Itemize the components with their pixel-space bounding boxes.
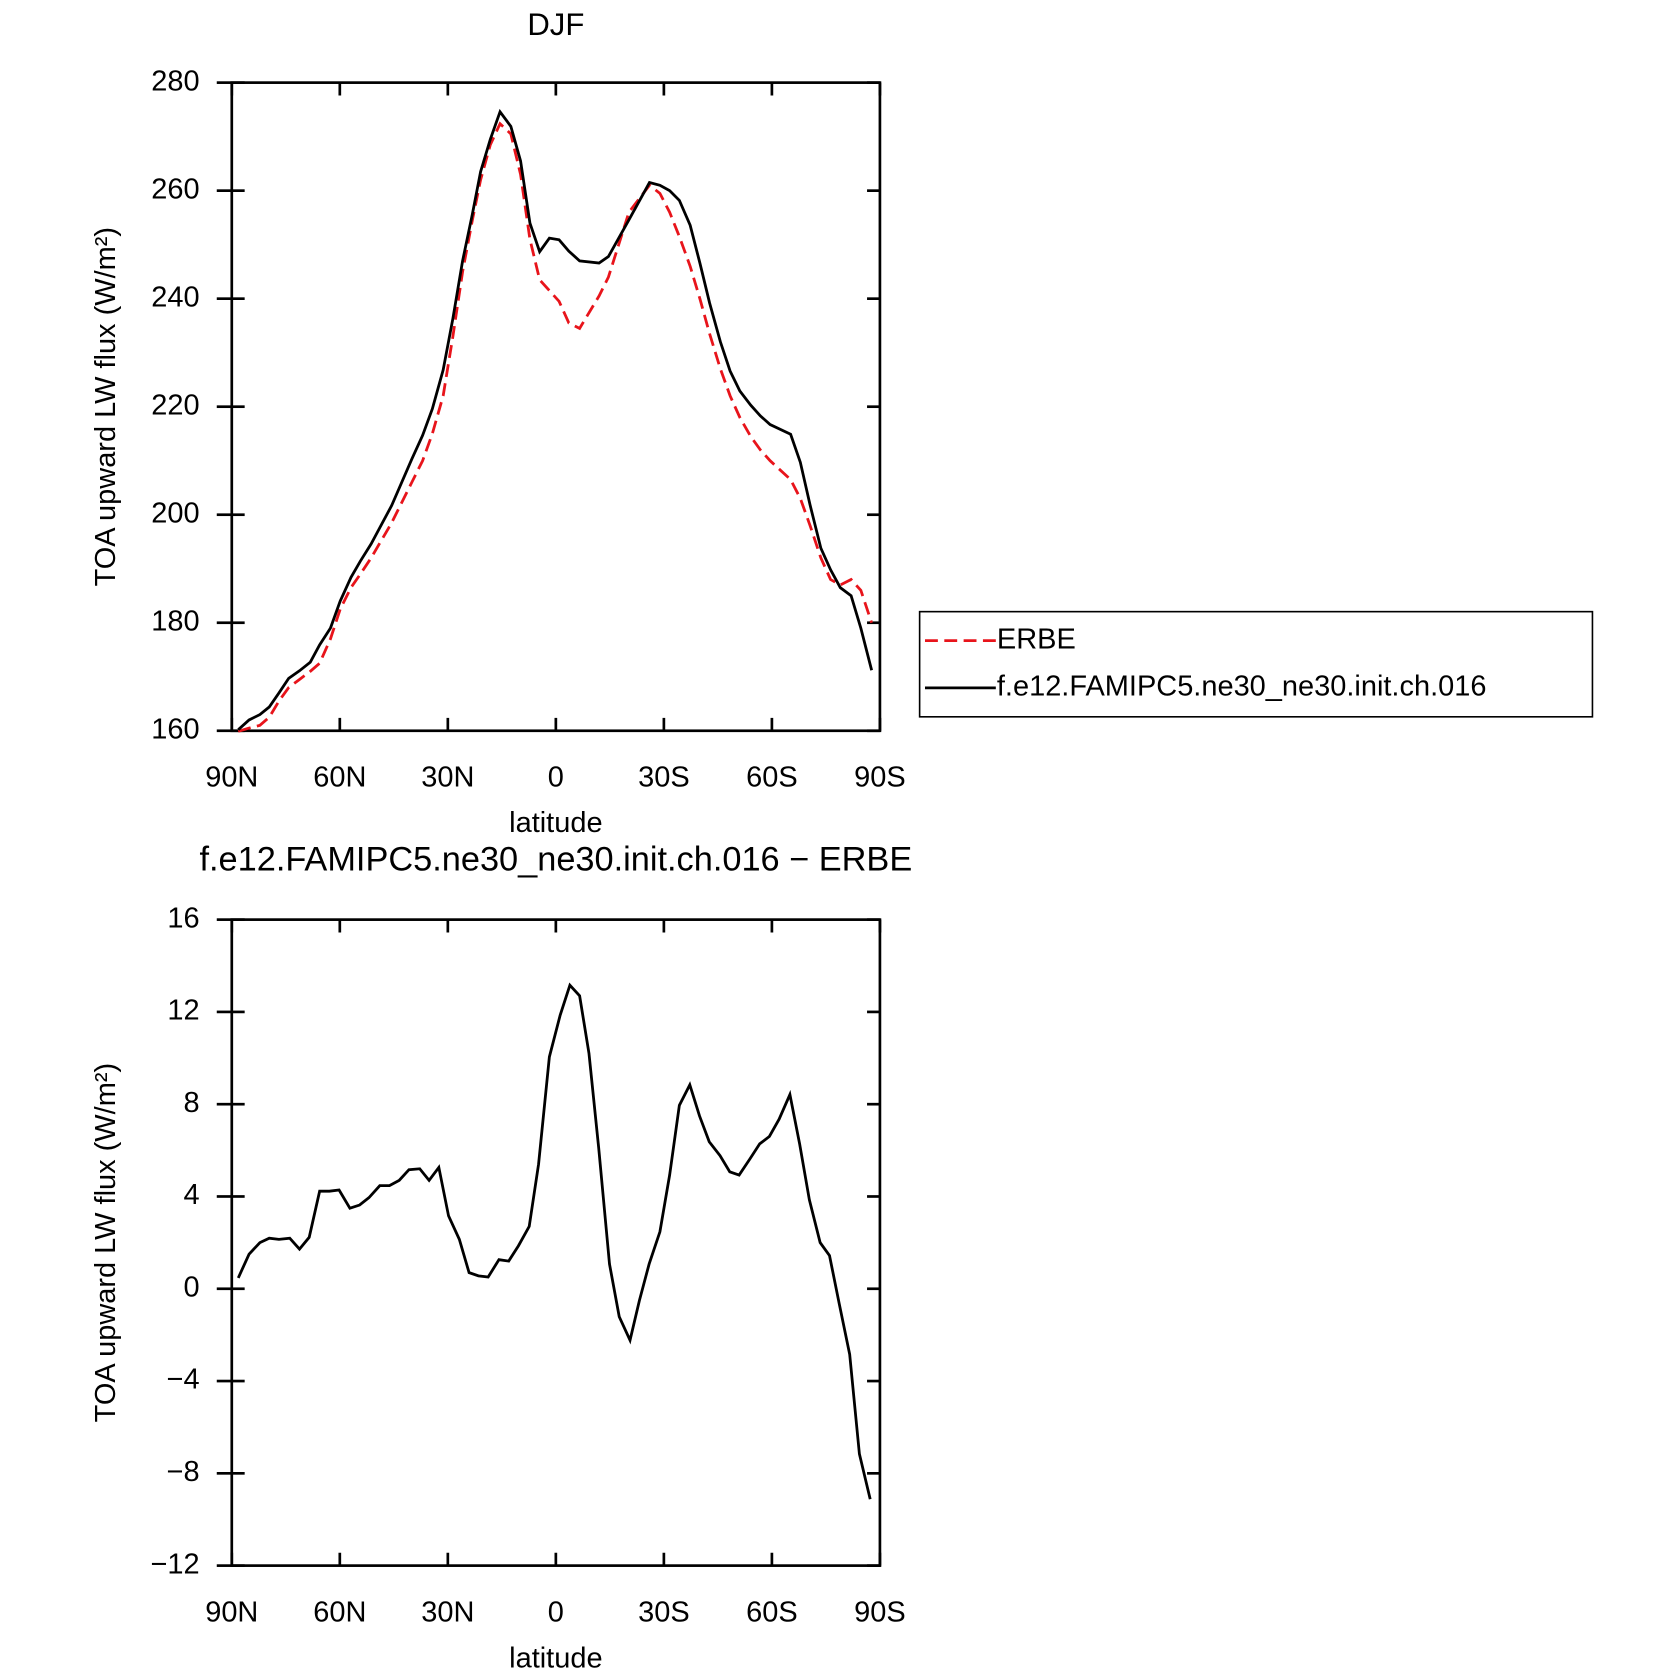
x-axis-label: latitude bbox=[509, 1643, 602, 1674]
y-tick-label: 4 bbox=[183, 1179, 199, 1211]
x-tick-label: 30S bbox=[638, 1597, 690, 1629]
y-tick-label: 180 bbox=[151, 605, 199, 637]
x-tick-label: 60N bbox=[313, 762, 366, 794]
x-tick-label: 60S bbox=[746, 762, 798, 794]
y-tick-label: −8 bbox=[167, 1456, 200, 1488]
y-axis-label: TOA upward LW flux (W/m²) bbox=[90, 227, 122, 586]
x-tick-label: 90N bbox=[205, 1597, 258, 1629]
y-tick-label: −12 bbox=[150, 1548, 199, 1580]
y-tick-label: 200 bbox=[151, 497, 199, 529]
y-tick-label: 280 bbox=[151, 65, 199, 97]
y-tick-label: 260 bbox=[151, 173, 199, 205]
legend-box bbox=[918, 610, 1594, 718]
x-tick-label: 0 bbox=[548, 762, 564, 794]
x-tick-label: 0 bbox=[548, 1597, 564, 1629]
chart-title: DJF bbox=[527, 7, 584, 42]
y-tick-label: 160 bbox=[151, 713, 199, 745]
y-tick-label: 0 bbox=[183, 1271, 199, 1303]
plot-frame bbox=[230, 918, 882, 1567]
x-tick-label: 90S bbox=[854, 762, 906, 794]
x-tick-label: 90N bbox=[205, 762, 258, 794]
legend-label: ERBE bbox=[997, 623, 1076, 655]
y-tick-label: 16 bbox=[167, 902, 199, 934]
legend-label: f.e12.FAMIPC5.ne30_ne30.init.ch.016 bbox=[997, 670, 1487, 702]
x-tick-label: 30S bbox=[638, 762, 690, 794]
chart-title: f.e12.FAMIPC5.ne30_ne30.init.ch.016 − ER… bbox=[199, 841, 912, 879]
data-line bbox=[237, 121, 873, 733]
x-axis-label: latitude bbox=[509, 807, 602, 839]
data-line bbox=[236, 982, 872, 1500]
y-tick-label: −4 bbox=[167, 1364, 200, 1396]
x-tick-label: 30N bbox=[421, 1597, 474, 1629]
x-tick-label: 60N bbox=[313, 1597, 366, 1629]
plot-frame bbox=[230, 81, 882, 733]
x-tick-label: 90S bbox=[854, 1597, 906, 1629]
y-tick-label: 220 bbox=[151, 389, 199, 421]
x-tick-label: 30N bbox=[421, 762, 474, 794]
y-tick-label: 240 bbox=[151, 281, 199, 313]
data-line bbox=[237, 108, 873, 731]
y-tick-label: 12 bbox=[167, 995, 199, 1027]
x-tick-label: 60S bbox=[746, 1597, 798, 1629]
y-axis-label: TOA upward LW flux (W/m²) bbox=[90, 1063, 122, 1422]
y-tick-label: 8 bbox=[183, 1087, 199, 1119]
